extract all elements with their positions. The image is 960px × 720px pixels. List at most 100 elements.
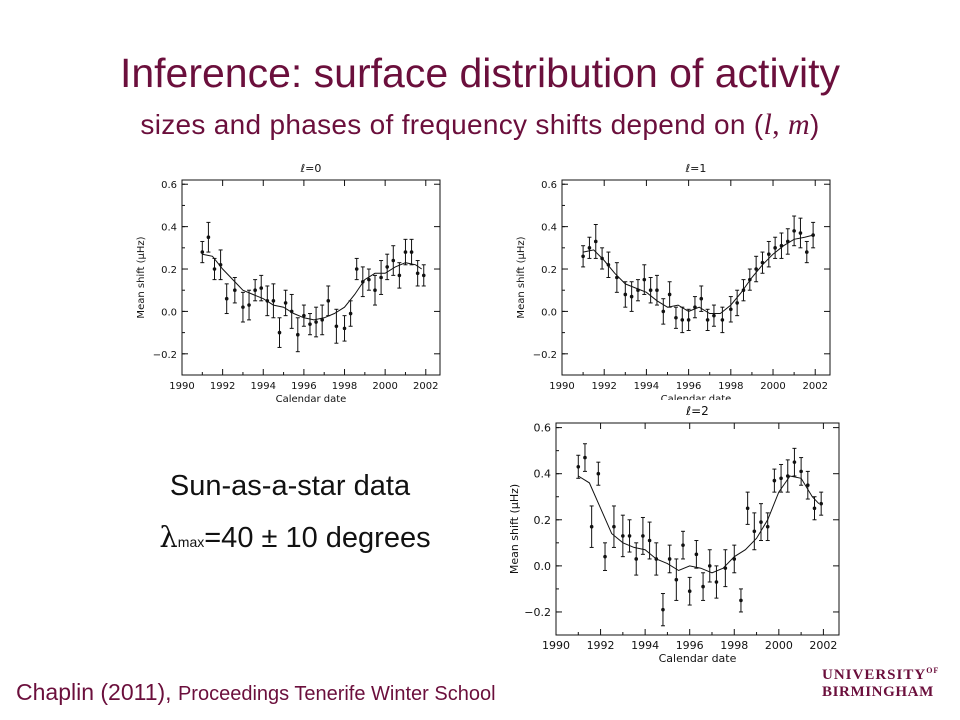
data-point bbox=[752, 512, 757, 551]
data-point bbox=[642, 264, 647, 295]
data-point bbox=[773, 236, 778, 259]
data-point bbox=[673, 306, 678, 329]
point-marker bbox=[712, 313, 716, 318]
point-marker bbox=[785, 239, 790, 244]
data-point bbox=[587, 236, 592, 259]
data-point bbox=[247, 289, 252, 321]
data-point bbox=[766, 240, 771, 268]
point-marker bbox=[804, 250, 809, 254]
point-marker bbox=[812, 506, 817, 511]
x-tick-label: 1996 bbox=[676, 381, 701, 392]
point-marker bbox=[707, 564, 712, 568]
data-point bbox=[334, 308, 339, 344]
point-marker bbox=[361, 279, 365, 284]
data-point bbox=[271, 283, 276, 319]
data-point bbox=[634, 542, 639, 576]
point-marker bbox=[615, 275, 619, 280]
point-marker bbox=[655, 288, 659, 293]
point-marker bbox=[674, 315, 678, 320]
data-point bbox=[212, 257, 217, 281]
chart-l2: ℓ=2 1990 1992 1994 1996 1998 2000 2002 −0.2 0.0 0.… bbox=[508, 404, 840, 663]
data-point bbox=[804, 240, 809, 264]
point-marker bbox=[354, 267, 359, 271]
y-tick-label: 0.4 bbox=[161, 223, 177, 234]
data-point bbox=[283, 289, 288, 317]
y-tick-label: 0.2 bbox=[534, 514, 552, 527]
point-marker bbox=[415, 271, 420, 276]
data-point bbox=[714, 565, 719, 599]
point-marker bbox=[705, 318, 710, 322]
plot-frame bbox=[555, 422, 840, 636]
data-point bbox=[785, 228, 790, 255]
data-point bbox=[680, 306, 685, 334]
data-point bbox=[654, 542, 659, 576]
university-logo: UNIVERSITYOF BIRMINGHAM bbox=[822, 664, 942, 706]
point-marker bbox=[277, 330, 282, 335]
data-point bbox=[611, 505, 616, 548]
data-point bbox=[379, 260, 384, 295]
y-axis-label: Mean shift (μHz) bbox=[508, 484, 521, 574]
data-point bbox=[600, 247, 605, 270]
chart-l0: ℓ=0 1990 1992 1994 1996 1998 2000 2002 −0.2 0.0 0.… bbox=[136, 162, 441, 405]
x-axis-label: Calendar date bbox=[276, 394, 347, 405]
point-marker bbox=[674, 577, 679, 582]
point-marker bbox=[583, 455, 587, 460]
slide-subtitle: sizes and phases of frequency shifts dep… bbox=[0, 108, 960, 142]
lambda-max-label: λmax=40 ± 10 degrees bbox=[110, 520, 480, 555]
point-marker bbox=[348, 311, 353, 316]
point-marker bbox=[233, 288, 237, 293]
data-point bbox=[295, 317, 300, 353]
data-point bbox=[647, 521, 652, 560]
point-marker bbox=[773, 246, 777, 250]
point-marker bbox=[741, 288, 746, 293]
point-marker bbox=[403, 250, 408, 254]
x-tick-label: 2002 bbox=[809, 639, 837, 652]
x-tick-label: 1998 bbox=[718, 381, 743, 392]
data-point bbox=[765, 512, 770, 542]
point-marker bbox=[667, 557, 672, 561]
point-marker bbox=[612, 524, 616, 529]
point-marker bbox=[785, 474, 790, 478]
data-point bbox=[760, 251, 765, 274]
data-point bbox=[307, 313, 312, 336]
point-marker bbox=[200, 250, 205, 254]
point-marker bbox=[212, 267, 217, 271]
point-marker bbox=[596, 471, 601, 476]
point-marker bbox=[694, 552, 699, 557]
data-point bbox=[738, 588, 743, 613]
citation: Chaplin (2011), Proceedings Tenerife Win… bbox=[16, 679, 496, 706]
x-tick-label: 2002 bbox=[803, 381, 828, 392]
point-marker bbox=[621, 534, 625, 538]
chart-title: ℓ=2 bbox=[685, 404, 709, 418]
point-marker bbox=[397, 273, 402, 278]
data-point bbox=[224, 283, 229, 315]
fit-line bbox=[582, 234, 814, 314]
slide-title: Inference: surface distribution of activ… bbox=[119, 50, 841, 96]
y-axis-label: Mean shift (μHz) bbox=[516, 236, 527, 318]
point-marker bbox=[265, 299, 270, 303]
data-point bbox=[759, 503, 764, 542]
data-point bbox=[779, 232, 784, 259]
point-marker bbox=[693, 305, 697, 309]
data-point bbox=[603, 542, 608, 571]
data-point bbox=[415, 260, 420, 287]
data-point bbox=[687, 576, 692, 606]
data-point bbox=[360, 266, 365, 298]
point-marker bbox=[247, 303, 251, 307]
point-marker bbox=[634, 557, 639, 561]
data-point bbox=[674, 558, 679, 601]
citation-author: Chaplin (2011), bbox=[16, 679, 172, 705]
data-point bbox=[686, 308, 691, 331]
data-point bbox=[372, 274, 377, 306]
point-marker bbox=[723, 566, 728, 570]
data-point bbox=[409, 238, 414, 266]
point-marker bbox=[259, 286, 264, 290]
data-point bbox=[397, 262, 402, 289]
point-marker bbox=[629, 294, 634, 299]
point-marker bbox=[600, 256, 604, 261]
data-point bbox=[627, 519, 632, 553]
point-marker bbox=[587, 246, 592, 250]
point-marker bbox=[367, 277, 371, 282]
data-point bbox=[692, 296, 697, 319]
fit-line bbox=[202, 253, 422, 321]
